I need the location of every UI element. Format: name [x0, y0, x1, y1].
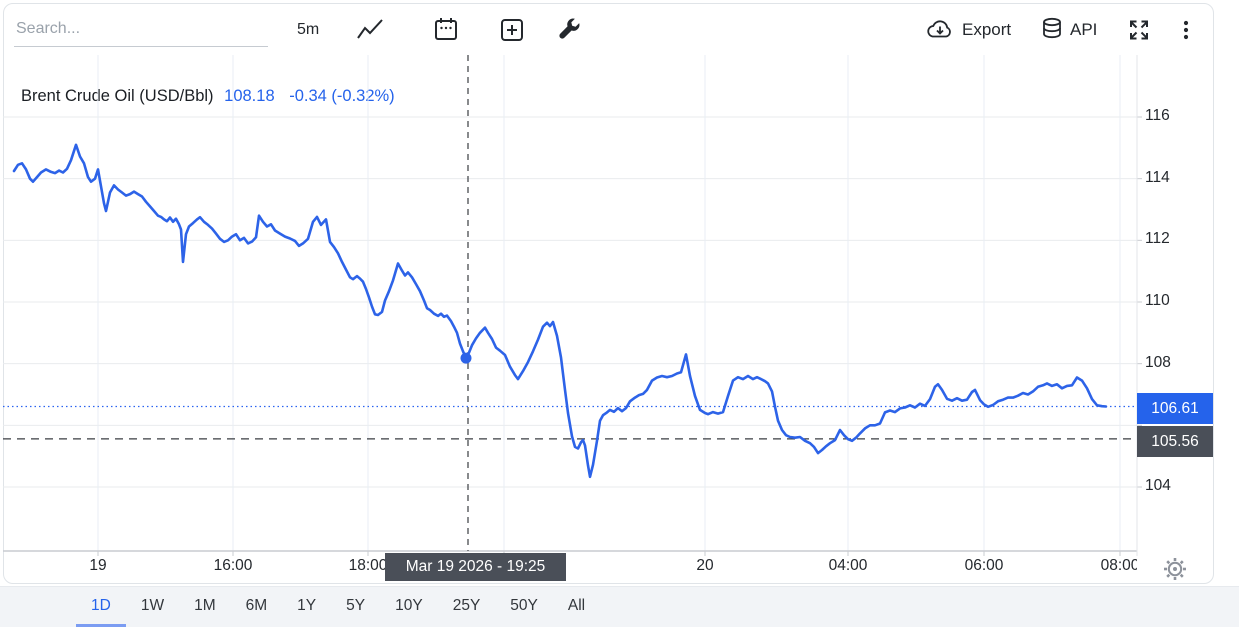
more-vertical-icon [1176, 17, 1196, 43]
y-axis-tick-label: 108 [1145, 353, 1171, 371]
calendar-icon [433, 16, 459, 44]
x-axis-tick-label: 19 [89, 557, 107, 574]
current-price-value: 106.61 [1151, 400, 1199, 417]
y-axis-tick-label: 116 [1145, 107, 1170, 124]
range-tab-all[interactable]: All [567, 596, 586, 614]
x-axis-tick-label: 04:00 [828, 557, 868, 574]
crosshair-price-tag: 105.56 [1137, 426, 1213, 457]
fullscreen-button[interactable] [1126, 4, 1152, 56]
tools-button[interactable] [556, 4, 582, 56]
x-axis-tick-label: 06:00 [964, 557, 1004, 574]
chart-type-button[interactable] [355, 4, 385, 56]
range-tab-1d[interactable]: 1D [76, 587, 126, 627]
instrument-title: Brent Crude Oil (USD/Bbl) [21, 87, 214, 105]
export-label: Export [962, 20, 1012, 39]
x-axis-tick-label: 20 [696, 557, 714, 574]
more-menu-button[interactable] [1176, 4, 1196, 56]
range-tab-25y[interactable]: 25Y [452, 596, 481, 614]
x-axis-labels: 19 16:00 18:00 20 04:00 06:00 08:00 [89, 557, 1137, 574]
interval-selector[interactable]: 5m [297, 4, 319, 56]
add-panel-button[interactable] [499, 4, 525, 56]
crosshair-date-text: Mar 19 2026 - 19:25 [405, 558, 546, 575]
x-axis-tick-label: 18:00 [348, 557, 388, 574]
settings-gear-icon [1161, 555, 1189, 583]
x-axis-tick-label: 16:00 [213, 557, 253, 574]
interval-label: 5m [297, 21, 320, 38]
y-axis-tick-label: 104 [1145, 477, 1171, 494]
add-panel-icon [499, 16, 525, 44]
export-button[interactable]: Export [924, 4, 1011, 56]
range-tab-5y[interactable]: 5Y [346, 596, 366, 614]
y-axis-tick-label: 110 [1145, 292, 1170, 309]
chart-settings-button[interactable] [1161, 555, 1189, 583]
y-axis-tick-label: 114 [1145, 168, 1170, 186]
instrument-price: 108.18 [224, 87, 275, 105]
database-icon [1040, 16, 1064, 44]
search-input[interactable] [14, 16, 268, 47]
crosshair-price-value: 105.56 [1151, 433, 1199, 450]
range-tab-bar: 1D 1W 1M 6M 1Y 5Y 10Y 25Y 50Y All [0, 586, 1239, 627]
range-tab-1y[interactable]: 1Y [297, 596, 317, 614]
api-label: API [1070, 20, 1098, 39]
range-tab-1w[interactable]: 1W [140, 596, 165, 614]
range-tab-6m[interactable]: 6M [245, 596, 268, 614]
cloud-download-icon [924, 17, 956, 43]
toolbar: 5m [4, 4, 1213, 56]
x-axis-tick-label: 08:00 [1100, 557, 1137, 574]
range-tab-1m[interactable]: 1M [194, 596, 216, 614]
y-axis-tick-label: 112 [1145, 230, 1170, 248]
calendar-button[interactable] [433, 4, 459, 56]
range-tab-10y[interactable]: 10Y [395, 596, 423, 614]
range-tab-50y[interactable]: 50Y [510, 596, 538, 614]
search-field-wrap [14, 16, 268, 47]
fullscreen-icon [1126, 17, 1152, 43]
tools-wrench-icon [556, 16, 582, 44]
api-button[interactable]: API [1040, 4, 1097, 56]
crosshair-date-tooltip: Mar 19 2026 - 19:25 [385, 553, 566, 581]
current-price-tag: 106.61 [1137, 393, 1213, 424]
line-chart-icon [355, 16, 385, 44]
